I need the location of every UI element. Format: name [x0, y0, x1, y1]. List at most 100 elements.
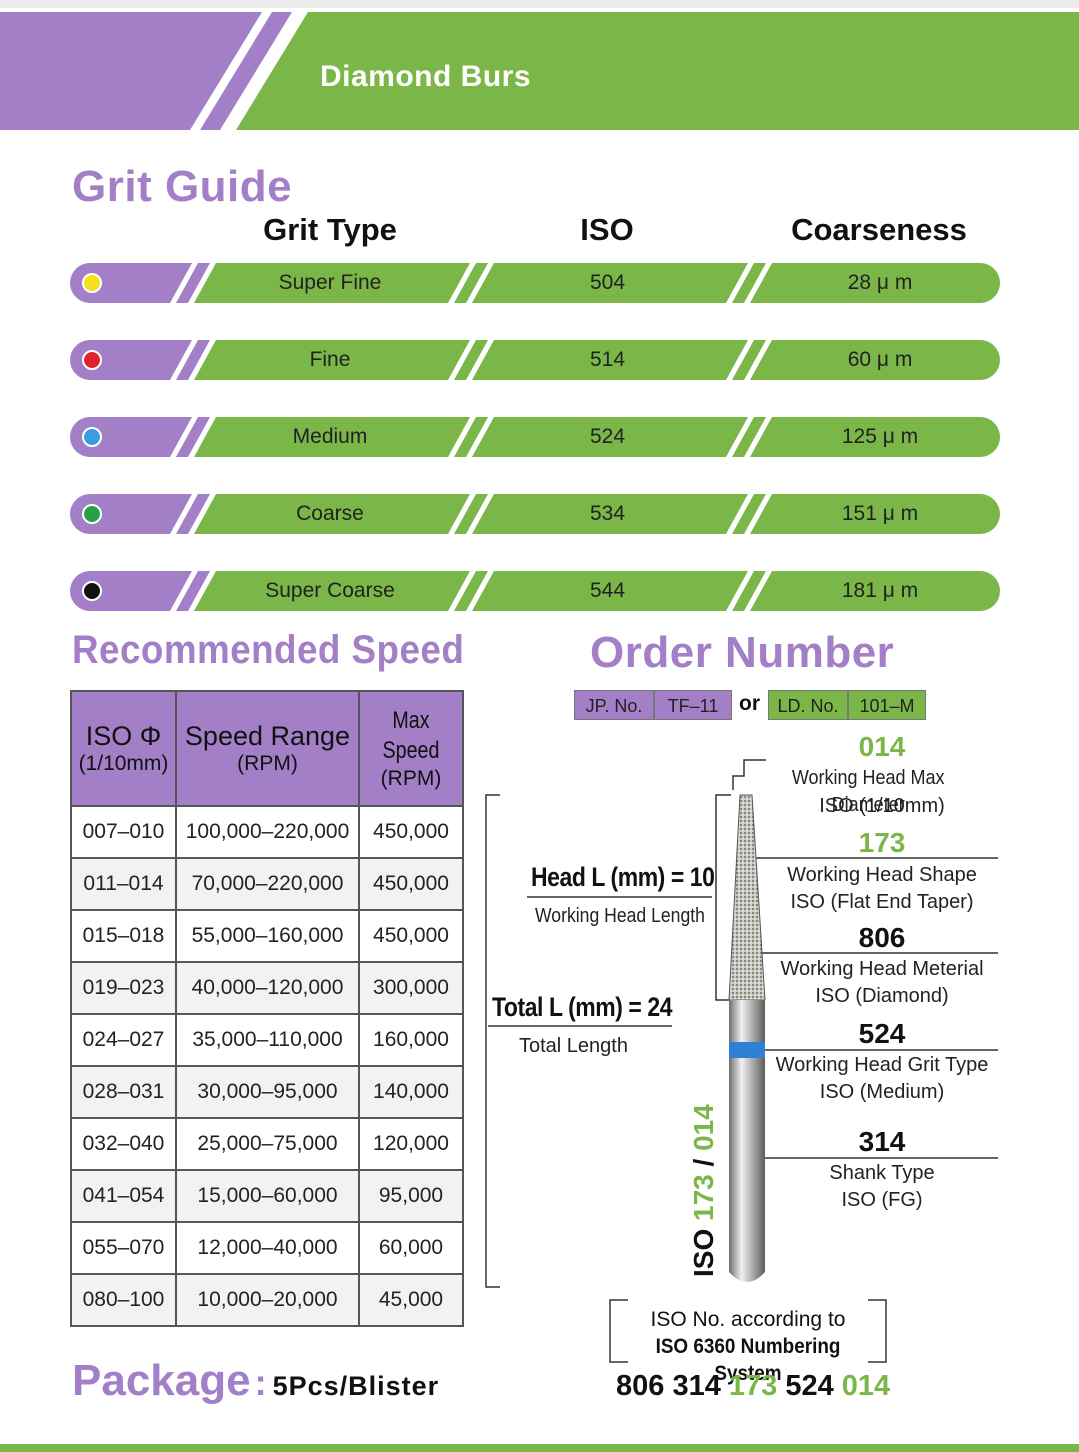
iso-range-cell: 007–010 — [70, 805, 177, 859]
grit-coarseness-cell: 28 μ m — [847, 271, 913, 294]
speed-range-cell: 40,000–120,000 — [175, 961, 360, 1015]
speed-table-body: 007–010 100,000–220,000 450,000 011–014 70,0… — [70, 805, 464, 1327]
iso-range-cell: 041–054 — [70, 1169, 177, 1223]
final-order-number: 806 314 173 524 014 — [616, 1370, 890, 1403]
iso-range-cell: 019–023 — [70, 961, 177, 1015]
grit-iso-cell: 514 — [589, 348, 626, 371]
grit-row: Fine 514 60 μ m — [70, 340, 1000, 380]
head-length-desc: Working Head Length — [535, 905, 705, 927]
grit-color-dot — [82, 581, 102, 601]
grit-iso-cell: 534 — [589, 502, 626, 525]
speed-table-row: 080–100 10,000–20,000 45,000 — [70, 1273, 464, 1327]
final-number-part3: 524 — [777, 1370, 842, 1402]
max-speed-cell: 450,000 — [358, 857, 464, 911]
speed-range-cell: 30,000–95,000 — [175, 1065, 360, 1119]
grit-row: Super Fine 504 28 μ m — [70, 263, 1000, 303]
vertical-173-text: 173 — [688, 1174, 719, 1221]
iso-diameter-label: ISO Φ — [85, 720, 162, 751]
package-value: 5Pcs/Blister — [272, 1371, 440, 1401]
banner-graphic — [0, 0, 1079, 130]
ld-no-value: 101–M — [848, 690, 926, 720]
speed-table-row: 011–014 70,000–220,000 450,000 — [70, 857, 464, 911]
speed-range-cell: 25,000–75,000 — [175, 1117, 360, 1171]
header-banner: Diamond Burs — [0, 0, 1079, 140]
bottom-bar — [0, 1444, 1079, 1452]
speed-range-unit: (RPM) — [237, 751, 298, 775]
speed-table: ISO Φ (1/10mm) Speed Range (RPM) Max Spe… — [70, 690, 464, 1327]
speed-table-row: 015–018 55,000–160,000 450,000 — [70, 909, 464, 963]
total-length-value: Total L (mm) = 24 — [492, 992, 673, 1022]
total-length-desc: Total Length — [519, 1035, 628, 1057]
grit-iso-cell: 524 — [589, 425, 626, 448]
code-524: 524 — [858, 1018, 906, 1049]
max-speed-cell: 450,000 — [358, 805, 464, 859]
iso-range-cell: 011–014 — [70, 857, 177, 911]
grit-type-cell: Super Fine — [278, 271, 382, 294]
grit-coarseness-cell: 125 μ m — [841, 425, 919, 448]
grit-color-dot — [82, 504, 102, 524]
iso-range-cell: 055–070 — [70, 1221, 177, 1275]
package-label: Package — [72, 1356, 251, 1405]
iso-diameter-header: ISO Φ (1/10mm) — [70, 690, 177, 807]
iso-range-cell: 032–040 — [70, 1117, 177, 1171]
grit-coarseness-cell: 181 μ m — [841, 579, 919, 602]
grit-row: Medium 524 125 μ m — [70, 417, 1000, 457]
desc-014-line2: ISO (1/10mm) — [819, 795, 945, 817]
jp-no-label: JP. No. — [574, 690, 654, 720]
code-014: 014 — [858, 731, 906, 762]
speed-range-cell: 70,000–220,000 — [175, 857, 360, 911]
iso-vertical-label: ISO 173 / 014 — [688, 1017, 722, 1277]
grit-row: Super Coarse 544 181 μ m — [70, 571, 1000, 611]
desc-806-line2: ISO (Diamond) — [815, 985, 949, 1007]
speed-table-row: 007–010 100,000–220,000 450,000 — [70, 805, 464, 859]
iso-range-cell: 024–027 — [70, 1013, 177, 1067]
desc-173-line2: ISO (Flat End Taper) — [790, 891, 974, 913]
speed-title: Recommended Speed — [72, 628, 465, 672]
grit-row-band — [70, 263, 1000, 303]
desc-524-line1: Working Head Grit Type — [775, 1054, 989, 1076]
grit-iso-cell: 544 — [589, 579, 626, 602]
grit-color-dot — [82, 427, 102, 447]
grit-coarseness-cell: 60 μ m — [847, 348, 913, 371]
speed-range-label: Speed Range — [184, 720, 351, 751]
speed-range-cell: 12,000–40,000 — [175, 1221, 360, 1275]
max-speed-cell: 60,000 — [358, 1221, 464, 1275]
grit-coarseness-cell: 151 μ m — [841, 502, 919, 525]
vertical-iso-text: ISO — [688, 1228, 719, 1277]
iso-header: ISO — [580, 212, 634, 247]
speed-range-cell: 15,000–60,000 — [175, 1169, 360, 1223]
or-label: or — [739, 692, 760, 715]
max-speed-cell: 140,000 — [358, 1065, 464, 1119]
iso-diameter-unit: (1/10mm) — [78, 751, 169, 775]
desc-314-line1: Shank Type — [829, 1162, 935, 1184]
speed-table-row: 028–031 30,000–95,000 140,000 — [70, 1065, 464, 1119]
max-speed-cell: 120,000 — [358, 1117, 464, 1171]
speed-table-row: 019–023 40,000–120,000 300,000 — [70, 961, 464, 1015]
iso-note: ISO No. according to ISO 6360 Numbering … — [616, 1306, 880, 1387]
order-number-title: Order Number — [590, 628, 895, 677]
speed-range-cell: 55,000–160,000 — [175, 909, 360, 963]
grit-type-cell: Fine — [309, 348, 351, 371]
max-speed-label: Max Speed — [382, 706, 440, 764]
grit-row-band — [70, 494, 1000, 534]
max-speed-unit: (RPM) — [380, 766, 442, 790]
speed-range-cell: 100,000–220,000 — [175, 805, 360, 859]
grit-iso-cell: 504 — [589, 271, 626, 294]
banner-title: Diamond Burs — [320, 60, 532, 93]
vertical-slash-text: / — [688, 1150, 719, 1175]
iso-range-cell: 015–018 — [70, 909, 177, 963]
speed-range-cell: 10,000–20,000 — [175, 1273, 360, 1327]
desc-806-line1: Working Head Meterial — [780, 958, 984, 980]
desc-173-line1: Working Head Shape — [787, 864, 977, 886]
max-speed-cell: 160,000 — [358, 1013, 464, 1067]
grit-type-cell: Coarse — [296, 502, 364, 525]
iso-note-line2: ISO 6360 Numbering System — [655, 1335, 841, 1385]
max-speed-cell: 450,000 — [358, 909, 464, 963]
grit-row: Coarse 534 151 μ m — [70, 494, 1000, 534]
speed-table-row: 024–027 35,000–110,000 160,000 — [70, 1013, 464, 1067]
ld-no-label: LD. No. — [768, 690, 848, 720]
speed-table-row: 055–070 12,000–40,000 60,000 — [70, 1221, 464, 1275]
speed-range-header: Speed Range (RPM) — [175, 690, 360, 807]
desc-014-line1: Working Head Max Diameter — [791, 767, 945, 816]
coarseness-header: Coarseness — [791, 212, 967, 247]
